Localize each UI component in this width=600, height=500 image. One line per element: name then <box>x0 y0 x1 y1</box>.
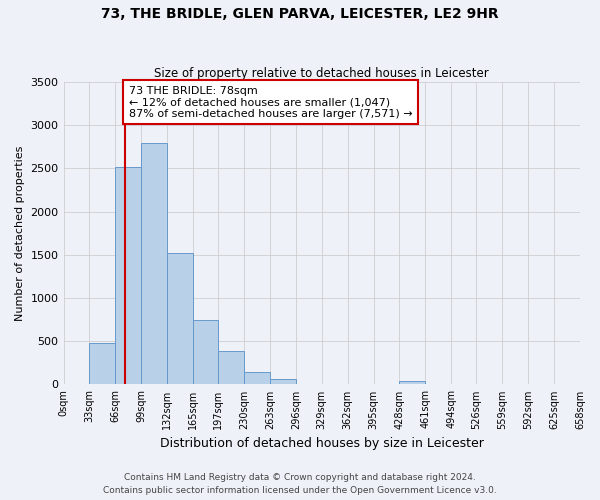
Bar <box>218 350 244 384</box>
Bar <box>115 166 141 384</box>
Text: 73, THE BRIDLE, GLEN PARVA, LEICESTER, LE2 9HR: 73, THE BRIDLE, GLEN PARVA, LEICESTER, L… <box>101 8 499 22</box>
Title: Size of property relative to detached houses in Leicester: Size of property relative to detached ho… <box>154 66 489 80</box>
Bar <box>167 253 193 384</box>
Bar <box>141 142 167 384</box>
Text: Contains HM Land Registry data © Crown copyright and database right 2024.
Contai: Contains HM Land Registry data © Crown c… <box>103 474 497 495</box>
Bar <box>244 372 270 384</box>
Text: 73 THE BRIDLE: 78sqm
← 12% of detached houses are smaller (1,047)
87% of semi-de: 73 THE BRIDLE: 78sqm ← 12% of detached h… <box>128 86 412 118</box>
Bar <box>89 343 115 384</box>
Y-axis label: Number of detached properties: Number of detached properties <box>15 146 25 321</box>
Bar <box>270 379 296 384</box>
Bar <box>193 320 218 384</box>
X-axis label: Distribution of detached houses by size in Leicester: Distribution of detached houses by size … <box>160 437 484 450</box>
Bar <box>400 382 425 384</box>
